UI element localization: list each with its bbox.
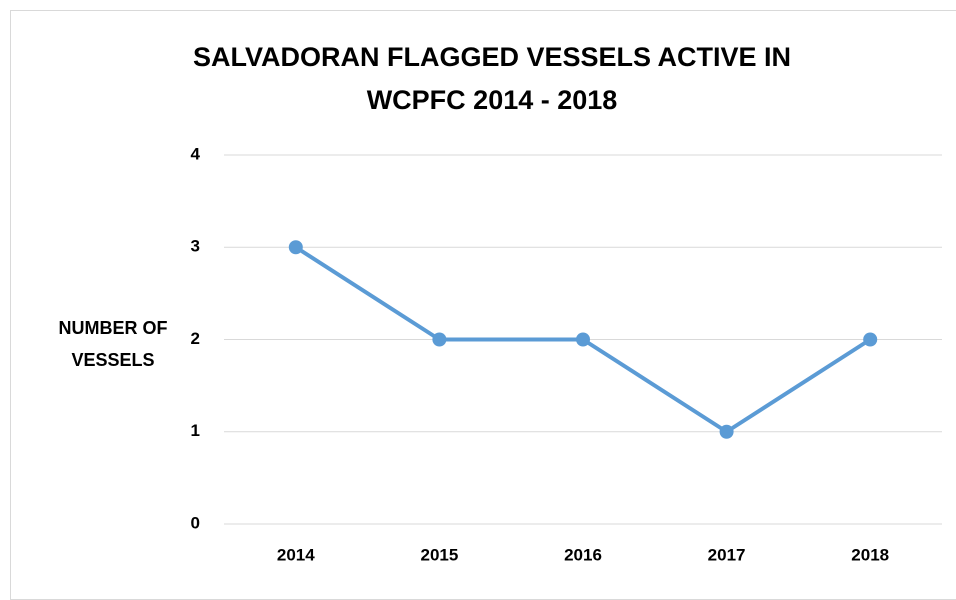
- page: SALVADORAN FLAGGED VESSELS ACTIVE IN WCP…: [10, 10, 956, 600]
- x-tick-label: 2016: [564, 545, 602, 564]
- chart-title: SALVADORAN FLAGGED VESSELS ACTIVE IN WCP…: [192, 42, 792, 115]
- chart: 0 1 2 3 4 2014 2015 2016 2017 2018: [191, 144, 942, 564]
- x-tick-label: 2017: [708, 545, 746, 564]
- y-tick-label: 1: [191, 421, 200, 440]
- y-tick-label: 3: [191, 237, 200, 256]
- x-tick-label: 2018: [851, 545, 889, 564]
- x-tick-label: 2015: [420, 545, 458, 564]
- data-point: [576, 332, 590, 347]
- y-tick-label: 4: [191, 144, 201, 163]
- y-tick-label: 2: [191, 329, 200, 348]
- y-axis-label: NUMBER OF VESSELS: [58, 318, 168, 370]
- data-point: [719, 424, 734, 439]
- data-point: [288, 240, 303, 255]
- x-tick-label: 2014: [277, 545, 315, 564]
- data-point: [863, 332, 878, 347]
- y-tick-label: 0: [191, 513, 200, 532]
- data-point: [432, 332, 447, 347]
